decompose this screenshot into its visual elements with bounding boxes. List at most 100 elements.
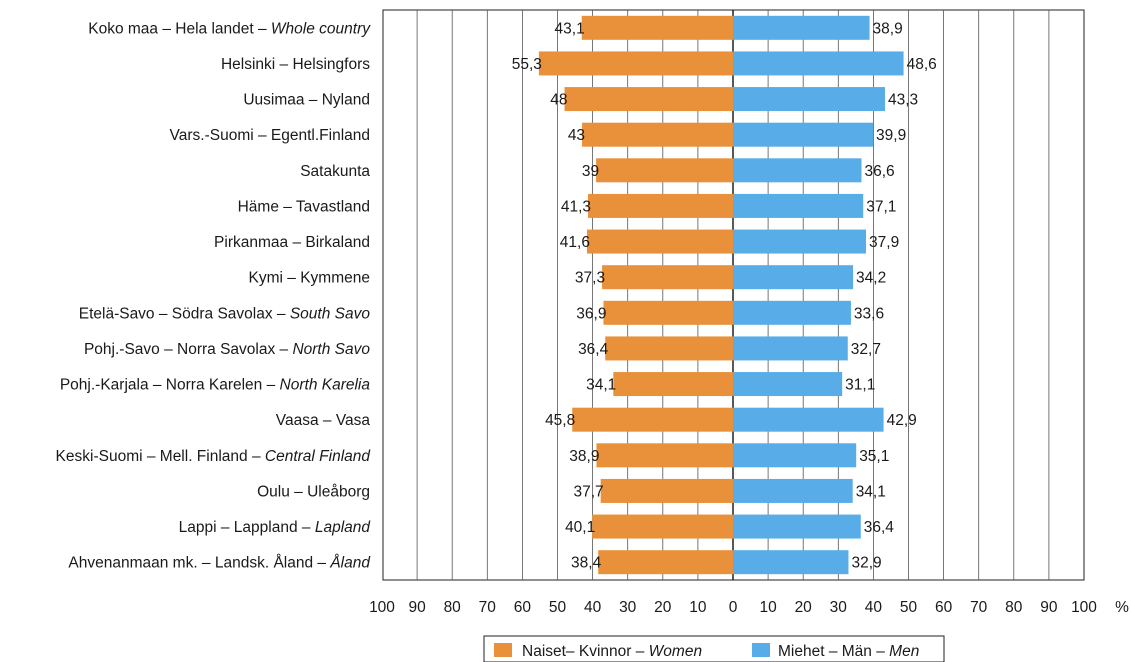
legend-label: Miehet – Män – Men (778, 643, 919, 660)
category-label: Pirkanmaa – Birkaland (214, 234, 370, 251)
category-label: Vaasa – Vasa (276, 412, 371, 429)
category-label: Ahvenanmaan mk. – Landsk. Åland – Åland (68, 555, 371, 572)
x-tick-label: 60 (514, 599, 532, 616)
bar-women (602, 265, 733, 290)
value-label-women: 39 (582, 163, 599, 180)
category-label: Keski-Suomi – Mell. Finland – Central Fi… (56, 448, 372, 465)
bar-men (733, 51, 904, 76)
value-label-men: 37,1 (866, 198, 896, 215)
value-label-women: 36,9 (576, 305, 606, 322)
x-tick-label: 50 (900, 599, 918, 616)
value-label-men: 34,1 (856, 483, 886, 500)
x-tick-label: 90 (1040, 599, 1058, 616)
value-label-women: 40,1 (565, 519, 595, 536)
bar-men (733, 229, 867, 254)
value-label-women: 37,7 (574, 483, 604, 500)
bar-men (733, 550, 849, 575)
value-label-men: 34,2 (856, 270, 886, 287)
x-tick-label: 10 (759, 599, 777, 616)
value-label-women: 55,3 (512, 56, 542, 73)
category-label: Satakunta (300, 163, 370, 180)
x-tick-label: 70 (479, 599, 497, 616)
bar-men (733, 158, 862, 183)
bar-men (733, 300, 851, 325)
bar-women (538, 51, 733, 76)
x-tick-label: 20 (795, 599, 813, 616)
value-label-women: 45,8 (545, 412, 575, 429)
bar-women (596, 443, 733, 468)
bar-men (733, 514, 861, 539)
bar-men (733, 372, 843, 397)
bar-women (613, 372, 733, 397)
category-label: Etelä-Savo – Södra Savolax – South Savo (79, 305, 371, 322)
value-label-women: 34,1 (586, 377, 616, 394)
value-labels: 43,1 38,9 55,3 48,6 48 43,3 43 39,9 39 36,6 41,3 37… (512, 20, 937, 571)
bar-men (733, 478, 853, 503)
bar-women (592, 514, 733, 539)
value-label-men: 31,1 (845, 377, 875, 394)
bar-men (733, 87, 885, 112)
x-tick-label: 20 (654, 599, 672, 616)
value-label-men: 33,6 (854, 305, 884, 322)
bar-men (733, 15, 870, 40)
value-label-women: 38,9 (569, 448, 599, 465)
bar-women (598, 550, 733, 575)
x-tick-label: 90 (408, 599, 426, 616)
value-label-men: 36,4 (864, 519, 895, 536)
bar-women (581, 15, 733, 40)
category-label: Lappi – Lappland – Lapland (179, 519, 372, 536)
legend-box (483, 635, 945, 662)
category-label: Oulu – Uleåborg (257, 483, 370, 500)
bar-women (582, 122, 733, 147)
legend-label: Naiset– Kvinnor – Women (522, 643, 702, 660)
x-tick-labels: 100 90 80 70 60 50 40 30 20 10 0 10 20 30 40 50 60 70 80 90… (369, 599, 1129, 616)
category-label: Pohj.-Karjala – Norra Karelen – North Ka… (60, 377, 371, 394)
value-label-men: 32,9 (851, 555, 881, 572)
value-label-women: 41,6 (560, 234, 590, 251)
x-tick-label: 50 (549, 599, 567, 616)
value-label-men: 35,1 (859, 448, 889, 465)
bar-women (586, 229, 733, 254)
category-label: Uusimaa – Nyland (243, 92, 370, 109)
legend-swatch (752, 643, 770, 657)
x-tick-label: 40 (584, 599, 602, 616)
category-labels: Koko maa – Hela landet – Whole country He… (56, 20, 372, 571)
x-tick-label: 60 (935, 599, 953, 616)
bar-men (733, 122, 874, 147)
category-label: Häme – Tavastland (238, 198, 370, 215)
x-tick-label: 80 (444, 599, 462, 616)
value-label-women: 38,4 (571, 555, 602, 572)
value-label-women: 41,3 (561, 198, 591, 215)
x-tick-label: 70 (970, 599, 988, 616)
value-label-women: 43,1 (555, 20, 585, 37)
value-label-men: 37,9 (869, 234, 899, 251)
value-label-women: 43 (568, 127, 585, 144)
value-label-men: 32,7 (851, 341, 881, 358)
value-label-men: 39,9 (876, 127, 906, 144)
value-label-men: 36,6 (864, 163, 894, 180)
category-label: Kymi – Kymmene (249, 270, 370, 287)
legend-swatch (494, 643, 512, 657)
x-unit-label: % (1115, 599, 1129, 616)
value-label-men: 43,3 (888, 92, 918, 109)
category-label: Helsinki – Helsingfors (221, 56, 370, 73)
bar-men (733, 265, 854, 290)
bars (538, 15, 904, 575)
legend: Naiset– Kvinnor – Women Miehet – Män – Me… (483, 635, 945, 662)
bar-women (572, 407, 733, 432)
bar-women (588, 193, 733, 218)
x-tick-label: 80 (1005, 599, 1023, 616)
bar-men (733, 336, 848, 361)
x-tick-label: 30 (619, 599, 637, 616)
bar-women (605, 336, 733, 361)
bar-men (733, 407, 884, 432)
bar-women (596, 158, 733, 183)
x-tick-label: 10 (689, 599, 707, 616)
bar-women (603, 300, 733, 325)
category-label: Vars.-Suomi – Egentl.Finland (170, 127, 370, 144)
bar-men (733, 443, 857, 468)
x-tick-label: 100 (369, 599, 395, 616)
category-label: Koko maa – Hela landet – Whole country (88, 20, 371, 37)
bar-men (733, 193, 864, 218)
